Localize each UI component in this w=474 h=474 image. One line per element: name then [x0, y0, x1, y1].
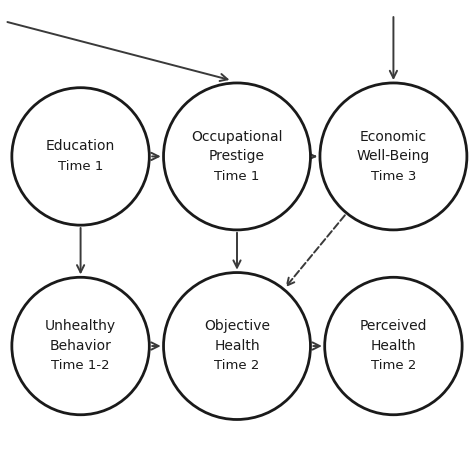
Ellipse shape	[320, 83, 467, 230]
Text: Economic: Economic	[360, 129, 427, 144]
Text: Objective: Objective	[204, 319, 270, 333]
Text: Behavior: Behavior	[50, 339, 111, 353]
Text: Education: Education	[46, 139, 115, 154]
Text: Time 1-2: Time 1-2	[51, 359, 110, 373]
Text: Health: Health	[214, 339, 260, 353]
Text: Time 2: Time 2	[371, 359, 416, 373]
Text: Time 3: Time 3	[371, 170, 416, 183]
Text: Time 2: Time 2	[214, 359, 260, 373]
Text: Occupational: Occupational	[191, 129, 283, 144]
Text: Time 1: Time 1	[214, 170, 260, 183]
Text: Health: Health	[371, 339, 416, 353]
Text: Well-Being: Well-Being	[357, 149, 430, 164]
Ellipse shape	[12, 277, 149, 415]
Ellipse shape	[325, 277, 462, 415]
Ellipse shape	[164, 273, 310, 419]
Text: Prestige: Prestige	[209, 149, 265, 164]
Text: Unhealthy: Unhealthy	[45, 319, 116, 333]
Text: Time 1: Time 1	[58, 160, 103, 173]
Text: Perceived: Perceived	[360, 319, 427, 333]
Ellipse shape	[12, 88, 149, 225]
Ellipse shape	[164, 83, 310, 230]
